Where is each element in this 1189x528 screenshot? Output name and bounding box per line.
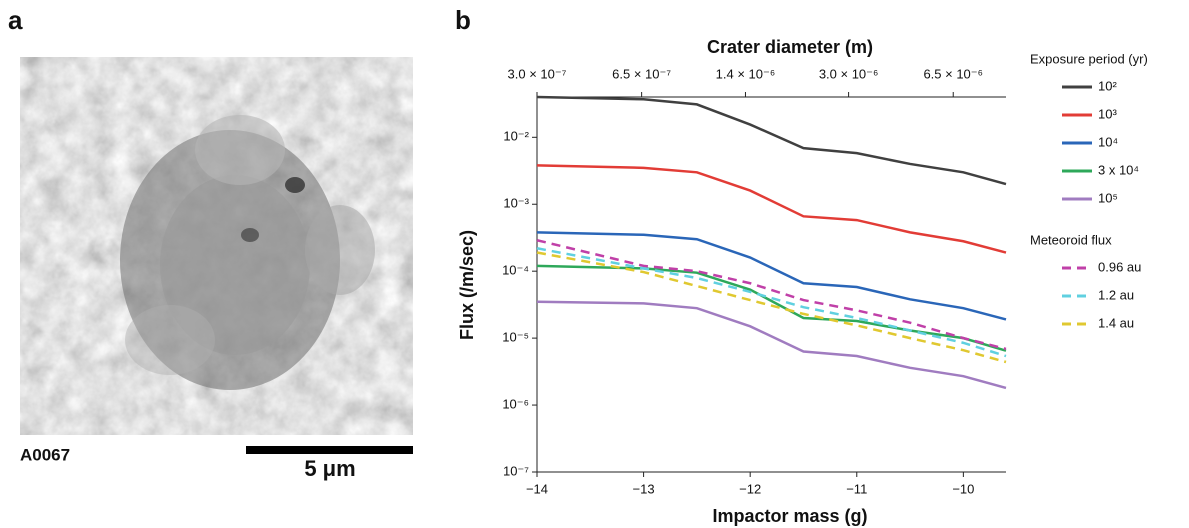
x2-axis-title: Crater diameter (m)	[707, 37, 873, 57]
series-line	[536, 251, 1007, 364]
legend-title: Exposure period (yr)	[1030, 51, 1148, 66]
series-line	[536, 247, 1007, 358]
sem-image	[20, 57, 413, 435]
y-tick-label: 10⁻³	[503, 196, 529, 211]
legend-label: 0.96 au	[1098, 259, 1141, 274]
x2-tick-label: 6.5 × 10⁻⁶	[923, 66, 983, 81]
y-tick-label: 10⁻⁷	[503, 463, 529, 478]
legend-label: 1.4 au	[1098, 315, 1134, 330]
x2-tick-label: 6.5 × 10⁻⁷	[612, 66, 671, 81]
scale-bar	[246, 446, 413, 454]
x2-tick-label: 3.0 × 10⁻⁶	[819, 66, 879, 81]
y-tick-label: 10⁻⁵	[502, 330, 529, 345]
x-tick-label: −10	[952, 481, 974, 496]
legend-label: 10⁴	[1098, 134, 1118, 149]
series-line	[536, 164, 1007, 254]
legend-label: 1.2 au	[1098, 287, 1134, 302]
panel-label: b	[455, 5, 471, 35]
legend-label: 10³	[1098, 106, 1117, 121]
y-tick-label: 10⁻⁴	[502, 263, 529, 278]
x-tick-label: −11	[846, 481, 867, 496]
legend-title: Meteoroid flux	[1030, 232, 1112, 247]
y-tick-label: 10⁻⁶	[502, 396, 529, 411]
series-line	[536, 300, 1007, 390]
x-tick-label: −13	[633, 481, 655, 496]
legend-label: 3 x 10⁴	[1098, 162, 1139, 177]
series-line	[536, 231, 1007, 321]
x-tick-label: −14	[526, 481, 548, 496]
series-line	[536, 239, 1007, 351]
x-tick-label: −12	[739, 481, 761, 496]
legend-label: 10²	[1098, 78, 1117, 93]
x2-tick-label: 3.0 × 10⁻⁷	[508, 66, 567, 81]
sample-id: A0067	[20, 445, 70, 464]
y-tick-label: 10⁻²	[503, 129, 529, 144]
x-axis-title: Impactor mass (g)	[712, 506, 867, 526]
scale-bar-label: 5 μm	[304, 456, 355, 481]
series-line	[536, 264, 1007, 352]
series-line	[536, 95, 1007, 186]
x2-tick-label: 1.4 × 10⁻⁶	[716, 66, 776, 81]
legend-label: 10⁵	[1098, 190, 1118, 205]
y-axis-title: Flux (/m/sec)	[457, 230, 477, 340]
panel-label: a	[8, 5, 23, 35]
